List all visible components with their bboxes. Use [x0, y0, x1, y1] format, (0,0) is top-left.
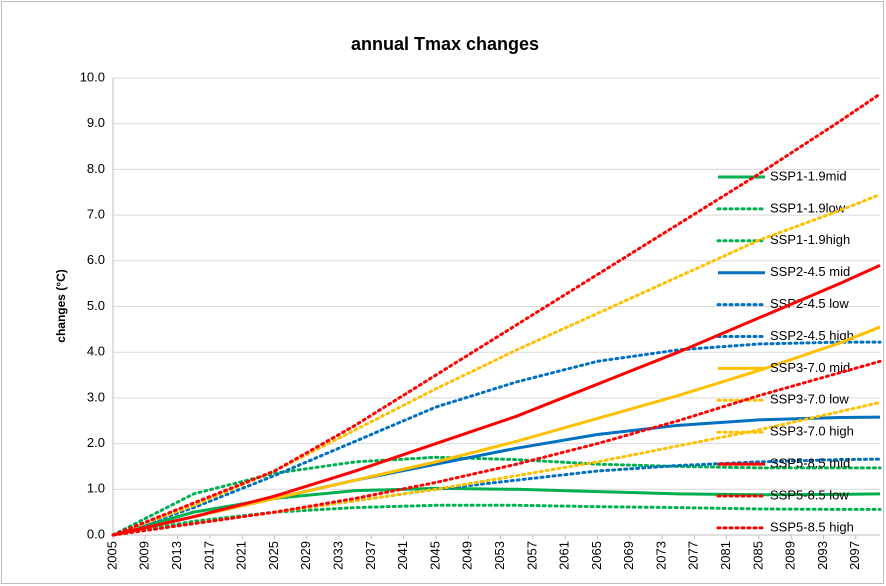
- x-tick-label: 2021: [234, 541, 249, 570]
- series-line: [111, 340, 882, 537]
- legend-label: SSP5-8.5 high: [770, 519, 854, 534]
- x-tick-label: 2089: [783, 541, 798, 570]
- x-tick-label: 2033: [331, 541, 346, 570]
- x-tick-label: 2049: [460, 541, 475, 570]
- x-tick-label: 2017: [201, 541, 216, 570]
- legend-label: SSP3-7.0 low: [770, 392, 849, 407]
- y-tick-label: 10.0: [80, 69, 105, 84]
- x-tick-label: 2005: [104, 541, 119, 570]
- x-tick-label: 2093: [815, 541, 830, 570]
- series-line: [111, 503, 882, 537]
- y-tick-label: 9.0: [87, 115, 105, 130]
- x-tick-label: 2065: [589, 541, 604, 570]
- legend-label: SSP1-1.9low: [770, 200, 846, 215]
- x-tick-label: 2045: [427, 541, 442, 570]
- legend-label: SSP3-7.0 high: [770, 424, 854, 439]
- legend-label: SSP1-1.9high: [770, 232, 850, 247]
- x-tick-label: 2081: [718, 541, 733, 570]
- x-tick-label: 2025: [266, 541, 281, 570]
- legend-label: SSP2-4.5 high: [770, 328, 854, 343]
- y-tick-label: 1.0: [87, 481, 105, 496]
- x-tick-label: 2061: [557, 541, 572, 570]
- x-tick-label: 2085: [750, 541, 765, 570]
- y-tick-label: 2.0: [87, 435, 105, 450]
- x-tick-label: 2029: [298, 541, 313, 570]
- y-tick-label: 5.0: [87, 298, 105, 313]
- y-tick-label: 7.0: [87, 207, 105, 222]
- series-line: [111, 359, 882, 537]
- series-line: [112, 264, 881, 537]
- chart-title: annual Tmax changes: [351, 34, 539, 54]
- x-tick-label: 2077: [686, 541, 701, 570]
- legend-label: SSP1-1.9mid: [770, 168, 847, 183]
- x-tick-label: 2057: [524, 541, 539, 570]
- x-tick-label: 2053: [492, 541, 507, 570]
- legend-label: SSP2-4.5 mid: [770, 264, 850, 279]
- x-tick-label: 2009: [137, 541, 152, 570]
- series-line: [111, 400, 882, 537]
- y-tick-label: 4.0: [87, 344, 105, 359]
- legend-label: SSP2-4.5 low: [770, 296, 849, 311]
- y-tick-label: 6.0: [87, 252, 105, 267]
- series-line: [111, 92, 882, 537]
- x-tick-label: 2069: [621, 541, 636, 570]
- legend-label: SSP3-7.0 mid: [770, 360, 850, 375]
- legend-label: SSP5-8.5 mid: [770, 456, 850, 471]
- series-line: [111, 457, 882, 537]
- y-axis-label: changes (°C): [54, 269, 68, 342]
- x-tick-label: 2041: [395, 541, 410, 570]
- x-tick-label: 2097: [847, 541, 862, 570]
- x-tick-label: 2037: [363, 541, 378, 570]
- x-tick-label: 2013: [169, 541, 184, 570]
- y-tick-label: 8.0: [87, 161, 105, 176]
- y-tick-label: 0.0: [87, 526, 105, 541]
- x-tick-label: 2073: [653, 541, 668, 570]
- y-tick-label: 3.0: [87, 389, 105, 404]
- legend-label: SSP5-8.5 low: [770, 487, 849, 502]
